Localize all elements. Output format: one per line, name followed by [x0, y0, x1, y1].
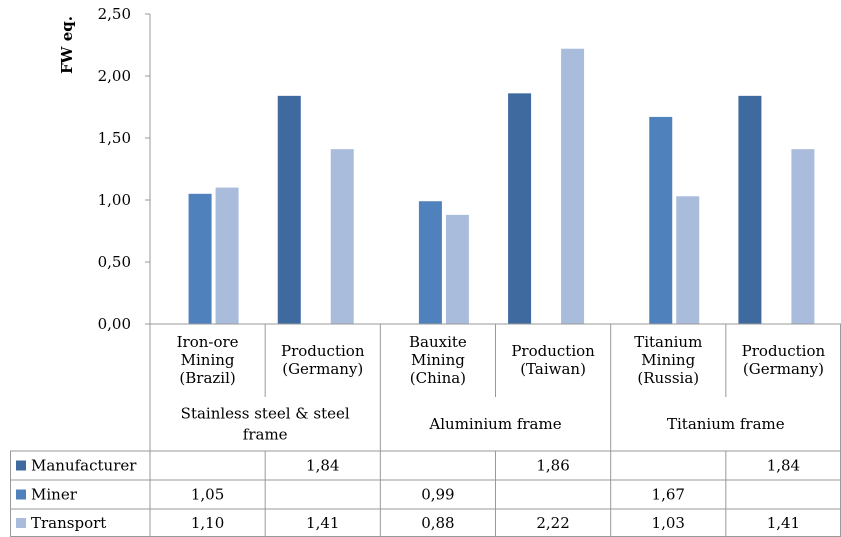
y-axis-label: FW eq. [58, 16, 76, 74]
y-tick-label: 1,00 [98, 191, 131, 209]
x-tick-label: Production (Taiwan) [511, 342, 595, 378]
table-value: 0,99 [421, 486, 454, 504]
data-table: Manufacturer 1,84 1,86 1,84 Miner 1,05 0,99 1,6… [10, 450, 841, 537]
bar-transport [791, 149, 815, 324]
bar-transport [676, 196, 700, 324]
bar-miner [188, 193, 212, 324]
x-tick-label: Bauxite Mining (China) [409, 333, 467, 387]
bar-transport [215, 187, 239, 324]
table-value: 1,41 [767, 514, 800, 532]
legend-label: Transport [31, 514, 106, 532]
bar-transport [445, 214, 469, 324]
bar-miner [649, 116, 673, 324]
legend-label: Miner [31, 486, 78, 504]
group-label: Stainless steel & steel frame [181, 405, 350, 444]
y-axis-title: FW eq. [58, 16, 76, 74]
bars [188, 48, 815, 324]
table-value: 1,41 [306, 514, 339, 532]
legend-label: Manufacturer [31, 457, 137, 475]
bar-manufacturer [738, 95, 762, 324]
table-value: 1,67 [652, 486, 685, 504]
bar-transport [330, 149, 354, 324]
category-labels: Iron-ore Mining (Brazil) Production (Germany… [177, 333, 826, 387]
x-tick-label: Iron-ore Mining (Brazil) [177, 333, 239, 387]
y-tick-label: 1,50 [98, 129, 131, 147]
x-tick-label: Titanium Mining (Russia) [634, 333, 702, 387]
table-value: 1,05 [191, 486, 224, 504]
legend-key-transport [16, 518, 26, 528]
table-value: 1,10 [191, 514, 224, 532]
x-tick-label: Production (Germany) [281, 342, 365, 378]
table-value: 1,84 [306, 457, 339, 475]
table-value: 2,22 [536, 514, 569, 532]
table-value: 1,86 [536, 457, 569, 475]
y-axis-ticks: 0,00 0,50 1,00 1,50 2,00 2,50 [98, 5, 150, 333]
x-tick-label: Production (Germany) [742, 342, 826, 378]
y-tick-label: 0,50 [98, 253, 131, 271]
legend-key-miner [16, 489, 26, 500]
legend-key-manufacturer [16, 460, 26, 471]
bar-manufacturer [508, 93, 532, 324]
table-value: 0,88 [421, 514, 454, 532]
group-label: Titanium frame [667, 415, 785, 433]
y-tick-label: 0,00 [98, 315, 131, 333]
y-tick-label: 2,50 [98, 5, 131, 23]
group-label: Aluminium frame [428, 415, 561, 433]
y-tick-label: 2,00 [98, 67, 131, 85]
group-labels: Stainless steel & steel frame Aluminium fr… [181, 405, 785, 444]
bar-manufacturer [277, 95, 301, 324]
bar-transport [561, 48, 585, 324]
bar-miner [418, 201, 442, 324]
table-value: 1,84 [767, 457, 800, 475]
table-value: 1,03 [652, 514, 685, 532]
